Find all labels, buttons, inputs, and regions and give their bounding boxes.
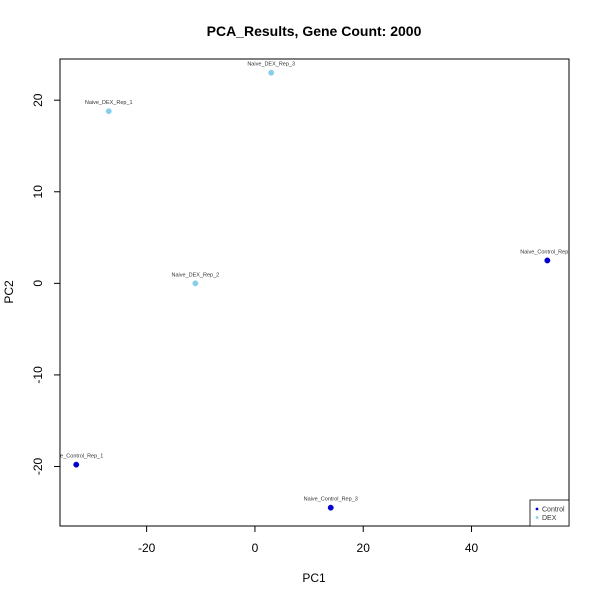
y-tick-label: 0 [31,280,45,287]
point-label: Naive_DEX_Rep_1 [85,100,133,106]
y-tick-label: 20 [31,93,45,107]
data-point [268,69,275,76]
data-point [192,280,199,287]
y-tick-label: -10 [31,366,45,384]
x-tick-label: 40 [465,541,479,555]
legend-marker [535,516,539,519]
y-axis-label: PC2 [2,280,16,304]
x-tick-label: 0 [252,541,259,555]
y-tick-label: -20 [31,457,45,475]
x-axis-label: PC1 [302,571,326,585]
point-label: Naive_Control_Rep_3 [304,497,358,503]
chart-title: PCA_Results, Gene Count: 2000 [207,23,422,39]
data-point [73,461,80,468]
legend-box [529,499,570,527]
data-point [544,257,551,264]
point-label: Naive_DEX_Rep_2 [172,272,220,278]
x-tick-label: -20 [138,541,156,555]
data-points: Naive_Control_Rep_2 Naive_Control_Rep_1 Na… [49,62,574,511]
x-tick-label: 20 [357,541,371,555]
data-point [105,108,112,115]
point-label: Naive_DEX_Rep_3 [247,62,295,68]
legend-entry: DEX [542,515,557,522]
point-label: Naive_Control_Rep_2 [520,249,574,255]
data-point [327,504,334,511]
legend-entry: Control [542,507,565,514]
legend-marker [535,507,539,511]
plot-frame [59,58,570,527]
y-axis: -20 -10 0 10 20 [31,93,60,475]
y-tick-label: 10 [31,185,45,199]
x-axis: -20 0 20 40 [138,526,479,555]
point-label: Naive_Control_Rep_1 [49,454,103,460]
